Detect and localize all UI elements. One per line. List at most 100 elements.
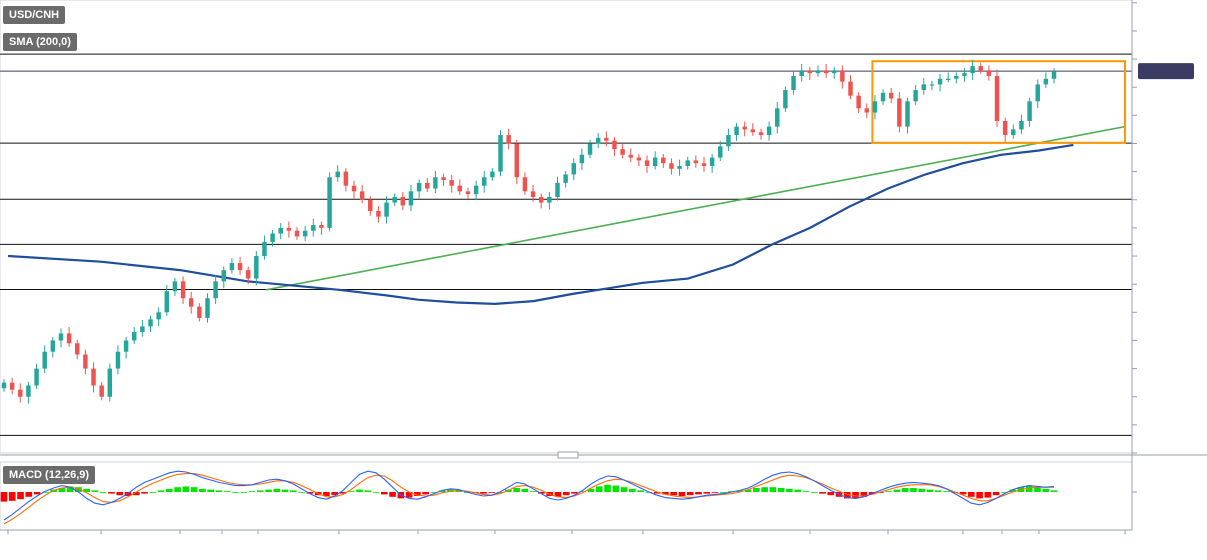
candle-body <box>376 211 381 217</box>
macd-histogram-bar <box>711 492 719 493</box>
candle <box>473 180 479 200</box>
macd-histogram-bar <box>108 492 115 494</box>
candle <box>140 320 145 337</box>
candle <box>351 180 357 199</box>
candle-body <box>1011 129 1016 136</box>
candle <box>799 64 804 82</box>
macd-histogram-bar <box>819 492 826 494</box>
candle-body <box>319 225 324 228</box>
candle-body <box>172 281 178 292</box>
macd-histogram-bar <box>620 487 628 492</box>
candle-body <box>1051 71 1057 79</box>
candle <box>359 184 365 204</box>
candle-body <box>636 157 642 161</box>
candle-body <box>91 368 96 386</box>
candle-body <box>270 233 275 242</box>
candle <box>880 89 886 105</box>
candle <box>123 336 129 359</box>
candle <box>392 193 397 207</box>
macd-histogram-bar <box>17 492 24 500</box>
macd-histogram-bar <box>75 487 82 492</box>
macd-histogram-bar <box>199 488 206 492</box>
macd-histogram-bar <box>562 492 570 496</box>
candles-layer <box>1 59 1057 404</box>
candle <box>221 266 227 289</box>
macd-histogram-bar <box>405 492 413 498</box>
support-trendline <box>266 125 1126 291</box>
candle <box>441 173 446 186</box>
candle <box>612 137 617 157</box>
candle <box>742 121 747 137</box>
candle-body <box>164 291 170 313</box>
sma-tag[interactable]: SMA (200,0) <box>3 33 77 51</box>
candle <box>864 103 870 119</box>
candle <box>278 222 283 240</box>
candle <box>962 68 967 82</box>
candle <box>376 206 381 223</box>
candle <box>229 258 235 274</box>
macd-histogram-bar <box>827 492 835 496</box>
candle <box>595 132 601 149</box>
hma-200-line <box>7 143 1074 306</box>
candle <box>775 101 780 134</box>
pane-resize-handle <box>557 451 579 459</box>
macd-histogram-bar <box>33 492 41 495</box>
candle <box>872 94 878 120</box>
macd-histogram-bar <box>8 492 16 501</box>
candle-body <box>107 368 113 397</box>
macd-signal-line <box>3 473 1054 525</box>
candle <box>343 168 349 192</box>
macd-histogram-bar <box>719 492 727 493</box>
macd-histogram-bar <box>934 490 942 492</box>
macd-histogram-bar <box>984 492 992 498</box>
macd-histogram-bar <box>662 492 669 495</box>
macd-histogram-bar <box>116 492 124 496</box>
candle-body <box>50 340 56 352</box>
candle <box>197 303 202 322</box>
macd-histogram-bar <box>480 492 487 494</box>
candle-body <box>669 163 674 169</box>
candle-body <box>709 157 715 167</box>
macd-histogram-bar <box>976 492 983 499</box>
candle-body <box>1027 101 1032 121</box>
macd-histogram-bar <box>695 492 702 495</box>
candle <box>563 170 568 188</box>
candle-body <box>604 137 609 141</box>
candle <box>726 128 731 151</box>
candle-body <box>595 137 601 144</box>
candle <box>319 221 324 235</box>
candle-body <box>579 154 585 164</box>
macd-histogram-bar <box>207 489 214 492</box>
macd-histogram-bar <box>99 492 107 493</box>
candle-body <box>880 92 886 102</box>
candle-body <box>970 66 975 74</box>
macd-layer <box>0 470 1058 525</box>
candle-body <box>351 185 357 192</box>
candle <box>848 75 853 100</box>
candle-body <box>75 343 80 355</box>
candle <box>433 170 438 194</box>
symbol-tag[interactable]: USD/CNH <box>3 6 66 24</box>
candle-body <box>734 126 739 136</box>
macd-histogram-bar <box>339 492 347 494</box>
macd-histogram-bar <box>852 492 859 499</box>
candle-body <box>897 98 902 127</box>
macd-histogram-bar <box>438 490 446 492</box>
macd-tag[interactable]: MACD (12,26,9) <box>3 466 96 484</box>
macd-histogram-bar <box>290 490 297 492</box>
candle-body <box>718 146 723 158</box>
candle <box>188 291 194 314</box>
candle-body <box>530 191 536 197</box>
candle-body <box>701 163 707 167</box>
candle <box>58 328 64 348</box>
macd-histogram-bar <box>769 487 777 492</box>
macd-histogram-bar <box>273 488 281 492</box>
candle <box>42 345 47 374</box>
candle-body <box>994 75 1000 121</box>
macd-histogram-bar <box>42 492 49 493</box>
candle-body <box>978 66 983 71</box>
macd-histogram-bar <box>149 492 157 493</box>
candle-body <box>26 385 31 397</box>
